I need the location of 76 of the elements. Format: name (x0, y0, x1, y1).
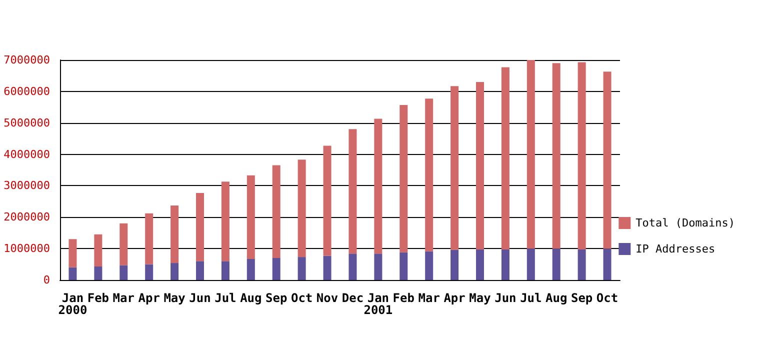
bar (501, 67, 510, 250)
x-tick-label: Mar (418, 291, 440, 305)
x-tick-label: Sep (570, 291, 593, 305)
y-tick-label: 5000000 (4, 116, 50, 130)
bar (348, 254, 357, 280)
bar (603, 248, 612, 280)
bar (425, 98, 434, 252)
bar (552, 248, 560, 280)
bar (221, 261, 230, 280)
x-tick-label: Jan 2000 (58, 291, 88, 317)
bar (526, 248, 535, 280)
bar (526, 60, 535, 249)
bar (196, 261, 204, 280)
bar (400, 252, 408, 280)
x-tick-label: May (164, 291, 186, 305)
x-tick-label: Apr (138, 291, 160, 305)
x-tick-label: Jul (214, 291, 236, 305)
x-tick-label: Mar (112, 291, 134, 305)
bar (94, 266, 102, 280)
bar (221, 182, 230, 262)
bar (476, 82, 484, 250)
x-tick-label: Dec (342, 291, 364, 305)
bar (94, 234, 102, 266)
x-tick-label: Aug (546, 291, 568, 305)
x-tick-label: May (469, 291, 491, 305)
bar (552, 63, 560, 249)
y-tick-label: 0 (43, 274, 50, 286)
bar (323, 256, 332, 280)
bar (348, 129, 357, 254)
bar (476, 250, 484, 280)
y-tick-label: 7000000 (4, 54, 50, 66)
x-tick-label: Oct (290, 291, 313, 305)
legend-label: Total (Domains) (636, 216, 736, 230)
bar (145, 213, 154, 264)
y-tick-label: 4000000 (4, 148, 50, 161)
bar (374, 118, 382, 254)
bar (400, 104, 408, 252)
x-tick-label: Jan 2001 (364, 291, 393, 317)
bar (425, 251, 434, 280)
bar (246, 175, 255, 259)
bar (450, 86, 459, 250)
bar (323, 146, 332, 256)
x-tick-label: Feb (392, 291, 414, 305)
x-tick-label: Sep (266, 291, 288, 305)
y-tick-label: 2000000 (4, 210, 50, 224)
x-tick-label: Oct (596, 291, 618, 305)
bar (170, 206, 179, 264)
bar (578, 62, 586, 250)
x-tick-label: Aug (240, 291, 262, 305)
legend-label: IP Addresses (636, 242, 716, 256)
bar (374, 254, 382, 280)
bar (272, 165, 280, 258)
bar (450, 250, 459, 280)
bar (68, 239, 77, 268)
bar (170, 263, 179, 280)
bar (272, 258, 280, 280)
bar (68, 267, 77, 280)
bar (246, 258, 255, 280)
x-tick-label: Jun (494, 291, 516, 305)
y-tick-label: 3000000 (4, 179, 50, 192)
bar (501, 250, 510, 280)
bar (298, 257, 306, 280)
y-tick-label: 1000000 (4, 242, 50, 256)
x-tick-label: Jul (520, 291, 542, 305)
x-tick-label: Apr (444, 291, 466, 305)
bar (298, 160, 306, 258)
bar (145, 264, 154, 280)
bar (120, 265, 128, 280)
x-tick-label: Jun (189, 291, 211, 305)
bar (196, 192, 204, 262)
bar (603, 72, 612, 249)
y-tick-label: 6000000 (4, 84, 50, 98)
bar (120, 223, 128, 266)
x-tick-label: Feb (87, 291, 110, 305)
bar (578, 250, 586, 280)
x-tick-label: Nov (316, 291, 338, 305)
